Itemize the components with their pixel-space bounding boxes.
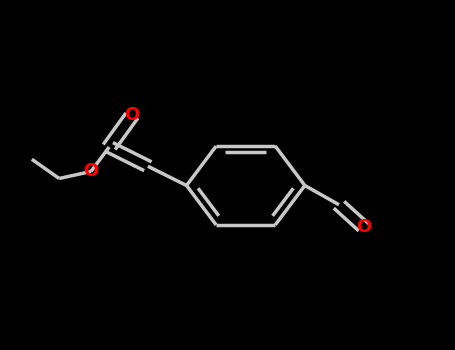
Text: O: O — [124, 106, 140, 125]
Text: O: O — [356, 218, 372, 237]
Text: O: O — [83, 162, 99, 181]
